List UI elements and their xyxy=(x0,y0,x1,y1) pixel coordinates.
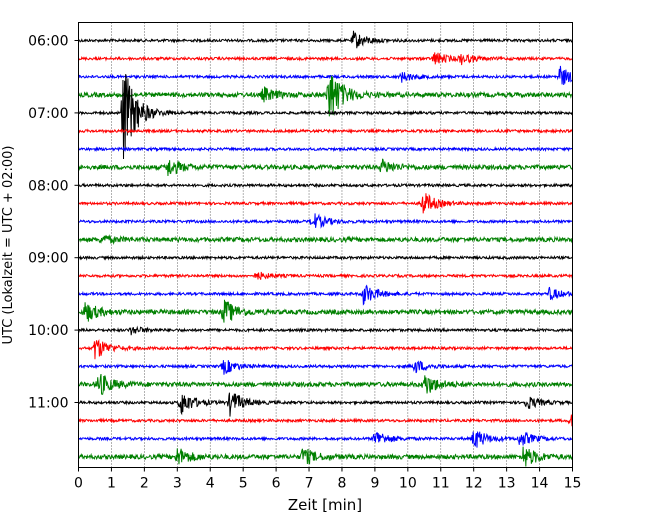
y-axis-title: UTC (Lokalzeit = UTC + 02:00) xyxy=(1,146,16,345)
trace-1100 xyxy=(78,392,573,417)
trace-0700 xyxy=(78,74,573,160)
x-tick-label-11: 11 xyxy=(432,476,450,492)
y-tick-label-3: 09:00 xyxy=(28,251,68,267)
x-axis-ticks: 0 1 2 3 4 5 6 7 8 9 10 11 12 13 14 15 xyxy=(74,467,582,492)
y-tick-label-0: 06:00 xyxy=(28,34,68,50)
x-tick-label-10: 10 xyxy=(399,476,417,492)
grid xyxy=(78,22,573,468)
trace-0900 xyxy=(78,254,573,261)
trace-1145 xyxy=(78,446,573,467)
trace-0830 xyxy=(78,213,573,229)
trace-0800 xyxy=(78,182,573,189)
x-tick-label-2: 2 xyxy=(140,476,149,492)
x-tick-label-3: 3 xyxy=(173,476,182,492)
trace-0945 xyxy=(78,299,573,323)
x-tick-label-0: 0 xyxy=(74,476,83,492)
trace-0815 xyxy=(78,193,573,214)
y-tick-label-4: 10:00 xyxy=(28,323,68,339)
x-tick-label-13: 13 xyxy=(498,476,516,492)
trace-0845 xyxy=(78,234,573,246)
trace-0730 xyxy=(78,145,573,153)
trace-0600 xyxy=(78,30,573,49)
trace-0630 xyxy=(78,65,573,85)
y-tick-label-5: 11:00 xyxy=(28,396,68,412)
trace-0745 xyxy=(78,158,573,177)
x-tick-label-8: 8 xyxy=(338,476,347,492)
x-tick-label-5: 5 xyxy=(239,476,248,492)
x-tick-label-15: 15 xyxy=(564,476,582,492)
x-tick-label-9: 9 xyxy=(370,476,379,492)
x-tick-label-6: 6 xyxy=(272,476,281,492)
trace-1115 xyxy=(78,414,573,427)
trace-0615 xyxy=(78,52,573,66)
y-axis-ticks: 06:00 07:00 08:00 09:00 10:00 11:00 xyxy=(28,34,79,412)
x-axis-title: Zeit [min] xyxy=(288,496,362,514)
y-tick-label-1: 07:00 xyxy=(28,106,68,122)
x-tick-label-1: 1 xyxy=(107,476,116,492)
trace-1045 xyxy=(78,373,573,395)
trace-1030 xyxy=(78,360,573,375)
trace-0645 xyxy=(78,75,573,117)
trace-1015 xyxy=(78,338,573,360)
x-tick-label-4: 4 xyxy=(206,476,215,492)
trace-0715 xyxy=(78,127,573,135)
trace-0915 xyxy=(78,271,573,280)
trace-1000 xyxy=(78,325,573,336)
trace-1130 xyxy=(78,430,573,448)
trace-0930 xyxy=(78,284,573,306)
x-tick-label-12: 12 xyxy=(465,476,483,492)
traces xyxy=(78,30,573,467)
x-tick-label-14: 14 xyxy=(531,476,549,492)
x-tick-label-7: 7 xyxy=(305,476,314,492)
y-tick-label-2: 08:00 xyxy=(28,178,68,194)
plot-frame xyxy=(78,22,573,468)
